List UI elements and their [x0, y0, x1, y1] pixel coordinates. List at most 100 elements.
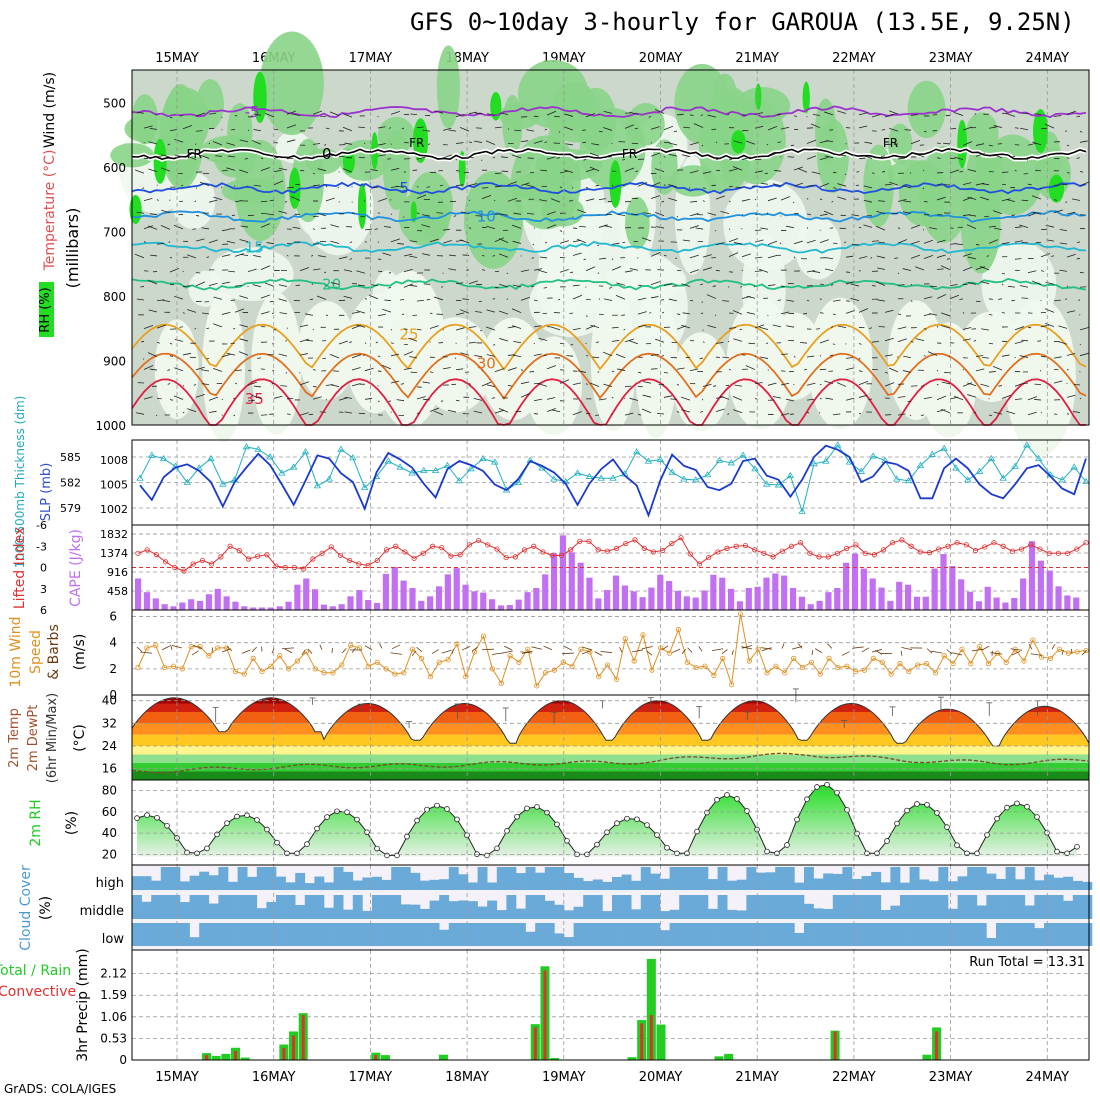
- rh-point: [625, 816, 630, 821]
- cloud-cover-bar: [814, 923, 824, 946]
- wind-barb: [140, 286, 144, 287]
- cloud-cover-bar: [449, 901, 459, 919]
- cape-bar: [1029, 541, 1035, 610]
- cloud-cover-bar: [842, 867, 852, 890]
- cape-bar: [524, 592, 530, 610]
- cloud-cover-bar: [794, 883, 804, 890]
- temp2m-tick-label: 16: [102, 762, 117, 776]
- rh-point: [285, 851, 290, 856]
- rh2m-unit-label: (%): [64, 811, 80, 835]
- precip-tick-label: 0: [119, 1053, 127, 1067]
- rh-point: [945, 825, 950, 830]
- rh-point: [715, 797, 720, 802]
- rh-point: [1025, 804, 1030, 809]
- wind-barb: [937, 143, 941, 144]
- cloud-cover-bar: [622, 875, 632, 890]
- temp2m-tick-label: 40: [102, 694, 117, 708]
- wind-barb-10m: [417, 647, 422, 651]
- rh-saturated-area: [129, 195, 141, 224]
- cloud-cover-bar: [948, 909, 958, 919]
- rh-moist-area: [503, 95, 523, 155]
- wind-barb-10m: [798, 644, 802, 649]
- rh2m-tick-label: 20: [102, 847, 117, 861]
- rh-point: [615, 821, 620, 826]
- cape-tick-label: 916: [107, 566, 128, 579]
- cape-bar: [188, 599, 194, 610]
- cloud-cover-bar: [631, 923, 641, 946]
- cloud-cover-bar: [1006, 895, 1016, 919]
- top-date-label: 20MAY: [639, 51, 683, 66]
- cape-bar: [781, 576, 787, 610]
- wind-barb: [411, 372, 417, 373]
- rh-point: [765, 849, 770, 854]
- rh-point: [885, 839, 890, 844]
- cloud-cover-bar: [871, 923, 881, 946]
- cape-bar: [232, 602, 238, 610]
- cloud-cover-bar: [132, 923, 142, 946]
- cloud-cover-bar: [660, 879, 670, 890]
- rh-point: [295, 851, 300, 856]
- cape-bar: [135, 578, 141, 610]
- cloud-cover-bar: [199, 872, 209, 890]
- cape-bar: [648, 588, 654, 610]
- cloud-cover-bar: [1054, 895, 1064, 919]
- cloud-cover-bar: [276, 895, 286, 919]
- wind-barb-10m: [502, 651, 513, 653]
- temperature-band: [132, 689, 1089, 703]
- rh-point: [875, 851, 880, 856]
- rh-point: [965, 851, 970, 856]
- cloud-cover-bar: [631, 881, 641, 890]
- rh-point: [365, 830, 370, 835]
- wind-barb: [989, 145, 993, 146]
- cloud-cover-bar: [1063, 901, 1073, 919]
- cloud-cover-bar: [362, 878, 372, 890]
- rh-point: [525, 806, 530, 811]
- thickness-tick-label: 582: [60, 477, 81, 490]
- temperature-axis-label: Temperature (°C): [42, 150, 58, 272]
- cloud-cover-bar: [602, 923, 612, 946]
- rh-point: [535, 804, 540, 809]
- cloud-row-label: low: [102, 932, 125, 947]
- cloud-cover-bar: [881, 923, 891, 946]
- wind-barb: [859, 371, 863, 372]
- wind-barb: [846, 301, 850, 302]
- rh-moist-area: [627, 103, 665, 146]
- cloud-cover-bar: [401, 923, 411, 946]
- cloud-row-label: high: [96, 876, 124, 891]
- top-date-label: 24MAY: [1026, 51, 1070, 66]
- wind-barb-10m: [982, 646, 989, 650]
- cloud-cover-bar: [612, 923, 622, 946]
- cape-bar: [878, 588, 884, 610]
- cloud-cover-bar: [910, 895, 920, 919]
- wind-barb: [569, 201, 573, 202]
- cape-bar: [206, 594, 212, 610]
- cloud-cover-bar: [420, 909, 430, 919]
- cape-bar: [675, 591, 681, 610]
- cape-bar: [958, 579, 964, 610]
- cape-bar: [170, 606, 176, 610]
- cape-bar: [613, 576, 619, 610]
- precip-convective-bar: [534, 1027, 537, 1060]
- cloud-cover-bar: [295, 923, 305, 946]
- bottom-date-label: 16MAY: [252, 1070, 296, 1085]
- cape-bar: [825, 592, 831, 610]
- bottom-date-label: 22MAY: [832, 1070, 876, 1085]
- cloud-cover-bar: [852, 879, 862, 890]
- cloud-cover-bar: [679, 895, 689, 919]
- rh-point: [915, 802, 920, 807]
- temperature-band: [132, 704, 1089, 713]
- wind-barb: [287, 328, 288, 329]
- wind-barb: [715, 230, 716, 231]
- cloud-cover-bar: [737, 880, 747, 890]
- cloud-cover-bar: [823, 873, 833, 890]
- cape-bar: [1047, 571, 1053, 610]
- cape-bar: [967, 592, 973, 610]
- cloud-cover-bar: [324, 908, 334, 919]
- rh-point: [1055, 849, 1060, 854]
- cloud-cover-bar: [564, 910, 574, 919]
- cloud-cover-bar: [814, 879, 824, 890]
- cloud-cover-bar: [900, 883, 910, 890]
- wind10m-axis-label: 10m Wind: [8, 616, 24, 687]
- cloud-cover-bar: [362, 911, 372, 919]
- minmax-axis-label: (6hr Min/Max): [45, 693, 60, 783]
